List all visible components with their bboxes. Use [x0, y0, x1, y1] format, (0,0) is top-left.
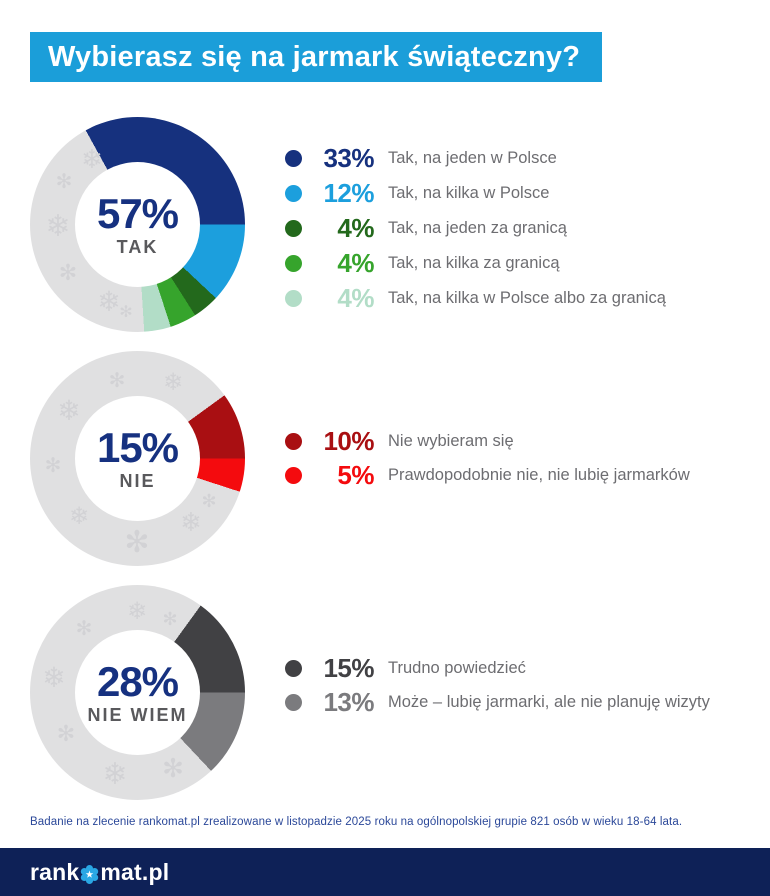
legend-percent: 10% [323, 425, 374, 456]
donut-center-value: 57% [96, 190, 179, 237]
legend-percent: 4% [337, 248, 374, 278]
donut-center-value: 15% [96, 424, 179, 471]
donut-center-label: NIE [119, 471, 156, 491]
donut-chart-nie: ❄ ✻ ❄ ✻ ❄ ✻ ❄ ✻ 15% NIE [30, 351, 245, 566]
survey-note: Badanie na zlecenie rankomat.pl zrealizo… [30, 816, 683, 828]
legend-percent: 15% [323, 652, 374, 683]
snowflake-icon: ✻ [75, 618, 93, 640]
donut-center: 15% NIE [75, 396, 200, 521]
title-bar: Wybierasz się na jarmark świąteczny? [30, 32, 602, 82]
legend-item: 4% Tak, na kilka w Polsce albo za granic… [285, 281, 666, 316]
legend-item: 5% Prawdopodobnie nie, nie lubię jarmark… [285, 458, 690, 492]
legend-label: Tak, na kilka za granicą [388, 254, 560, 272]
legend-label: Nie wybieram się [388, 431, 514, 450]
donut-center-value: 28% [96, 658, 179, 705]
donut-center-label: TAK [116, 237, 159, 257]
logo-text-suffix: mat.pl [100, 858, 170, 885]
legend-percent: 5% [337, 459, 374, 490]
snowflake-icon: ✻ [58, 260, 78, 285]
legend-nie-wiem: 15% Trudno powiedzieć 13% Może – lubię j… [285, 651, 710, 719]
donut-center: 57% TAK [75, 162, 200, 287]
donut-chart-tak: ❄ ✻ ❄ ✻ ❄ ✻ 57% TAK [30, 117, 245, 332]
legend-percent: 12% [323, 178, 374, 208]
legend-dot [285, 290, 302, 307]
rankomat-logo: rank mat.pl [30, 859, 169, 886]
legend-percent: 4% [337, 283, 374, 313]
legend-dot [285, 466, 302, 484]
legend-dot [285, 659, 302, 677]
donut-center: 28% NIE WIEM [75, 630, 200, 755]
legend-item: 33% Tak, na jeden w Polsce [285, 141, 666, 176]
snowflake-icon: ❄ [102, 758, 128, 791]
snowflake-icon: ✻ [162, 609, 178, 629]
legend-percent: 13% [323, 686, 374, 717]
snowflake-icon: ❄ [42, 662, 66, 693]
snowflake-icon: ❄ [81, 144, 103, 174]
legend-dot [285, 220, 302, 237]
snowflake-icon: ❄ [68, 503, 90, 530]
snowflake-icon: ❄ [162, 369, 184, 396]
legend-label: Tak, na kilka w Polsce [388, 184, 550, 202]
snowflake-icon: ❄ [126, 598, 148, 625]
legend-label: Tak, na jeden za granicą [388, 219, 567, 237]
legend-item: 4% Tak, na jeden za granicą [285, 211, 666, 246]
legend-label: Trudno powiedzieć [388, 658, 526, 677]
snowflake-icon: ✻ [124, 526, 150, 559]
legend-dot [285, 185, 302, 202]
snowflake-icon: ❄ [180, 507, 202, 537]
legend-item: 15% Trudno powiedzieć [285, 651, 710, 685]
logo-text-prefix: rank [30, 858, 80, 885]
snowflake-icon: ❄ [45, 210, 71, 243]
snowflake-icon: ✻ [44, 455, 62, 477]
legend-item: 4% Tak, na kilka za granicą [285, 246, 666, 281]
legend-percent: 4% [337, 213, 374, 243]
page-title: Wybierasz się na jarmark świąteczny? [48, 40, 581, 73]
legend-label: Tak, na kilka w Polsce albo za granicą [388, 289, 666, 307]
legend-percent: 33% [323, 143, 374, 173]
legend-label: Może – lubię jarmarki, ale nie planuję w… [388, 692, 710, 711]
snowflake-icon: ✻ [119, 304, 133, 321]
legend-dot [285, 432, 302, 450]
legend-tak: 33% Tak, na jeden w Polsce 12% Tak, na k… [285, 141, 666, 316]
legend-dot [285, 150, 302, 167]
legend-item: 13% Może – lubię jarmarki, ale nie planu… [285, 685, 710, 719]
snowflake-star-icon [80, 863, 99, 884]
snowflake-icon: ❄ [97, 286, 121, 317]
legend-label: Tak, na jeden w Polsce [388, 149, 557, 167]
legend-item: 12% Tak, na kilka w Polsce [285, 176, 666, 211]
legend-item: 10% Nie wybieram się [285, 424, 690, 458]
snowflake-icon: ✻ [56, 721, 76, 746]
donut-chart-nie-wiem: ✻ ❄ ✻ ❄ ✻ ❄ ✻ 28% NIE WIEM [30, 585, 245, 800]
snowflake-icon: ✻ [162, 753, 184, 783]
legend-label: Prawdopodobnie nie, nie lubię jarmarków [388, 465, 690, 484]
legend-dot [285, 255, 302, 272]
snowflake-icon: ✻ [108, 370, 126, 392]
brand-bar: rank mat.pl [0, 848, 770, 896]
snowflake-icon: ❄ [57, 395, 81, 426]
snowflake-icon: ✻ [55, 171, 73, 193]
legend-nie: 10% Nie wybieram się 5% Prawdopodobnie n… [285, 424, 690, 492]
donut-center-label: NIE WIEM [87, 705, 188, 725]
legend-dot [285, 693, 302, 711]
snowflake-icon: ✻ [201, 491, 217, 511]
